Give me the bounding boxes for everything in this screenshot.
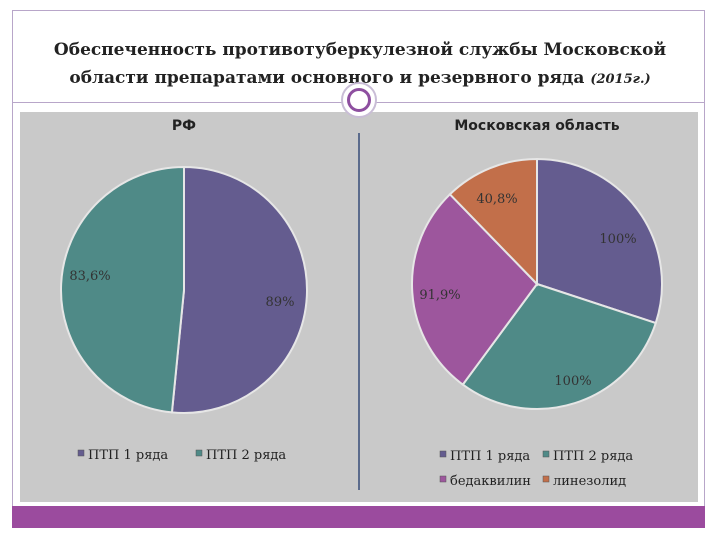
legend-entry: ПТП 2 ряда [553, 449, 633, 464]
data-label: 100% [599, 232, 636, 247]
legend-entry: ПТП 1 ряда [450, 449, 530, 464]
legend-entry: линезолид [553, 474, 626, 489]
legend-swatch [77, 449, 85, 457]
circle-ornament-inner [347, 88, 371, 112]
pie-chart-2: Московская область 100% 100% 91,9% 40,8% ПТП … [411, 118, 663, 489]
legend-swatch [195, 449, 203, 457]
chart-title: Московская область [454, 118, 619, 134]
legend-swatch [439, 450, 447, 458]
data-label: 100% [554, 374, 591, 389]
legend-entry: ПТП 2 ряда [206, 448, 286, 463]
legend-entry: бедаквилин [450, 474, 531, 489]
bottom-accent-bar [12, 506, 705, 528]
data-label: 40,8% [476, 192, 517, 207]
legend-entry: ПТП 1 ряда [88, 448, 168, 463]
data-label: 83,6% [69, 269, 110, 284]
title-line-2: области препаратами основного и резервно… [14, 64, 706, 94]
chart-divider [358, 133, 360, 490]
pie-chart-1: РФ 89% 83,6% ПТП 1 ряда ПТП 2 ряда [60, 118, 308, 463]
circle-ornament-icon [341, 82, 377, 118]
legend-swatch [542, 450, 550, 458]
title-line-1: Обеспеченность противотуберкулезной служ… [53, 40, 667, 60]
chart-title: РФ [172, 118, 196, 134]
pie-slice [411, 192, 539, 386]
title-year: (2015г.) [590, 72, 651, 87]
pie-slice [461, 282, 658, 410]
data-label: 91,9% [419, 288, 460, 303]
legend-swatch [439, 475, 447, 483]
pie-slice [170, 165, 308, 414]
title-line-2-text: области препаратами основного и резервно… [69, 68, 585, 88]
pie-slice [60, 165, 185, 414]
pie-slice [536, 157, 663, 325]
data-label: 89% [266, 295, 295, 310]
legend-swatch [542, 475, 550, 483]
pie-slice [448, 157, 538, 287]
slide-title: Обеспеченность противотуберкулезной служ… [14, 36, 706, 94]
